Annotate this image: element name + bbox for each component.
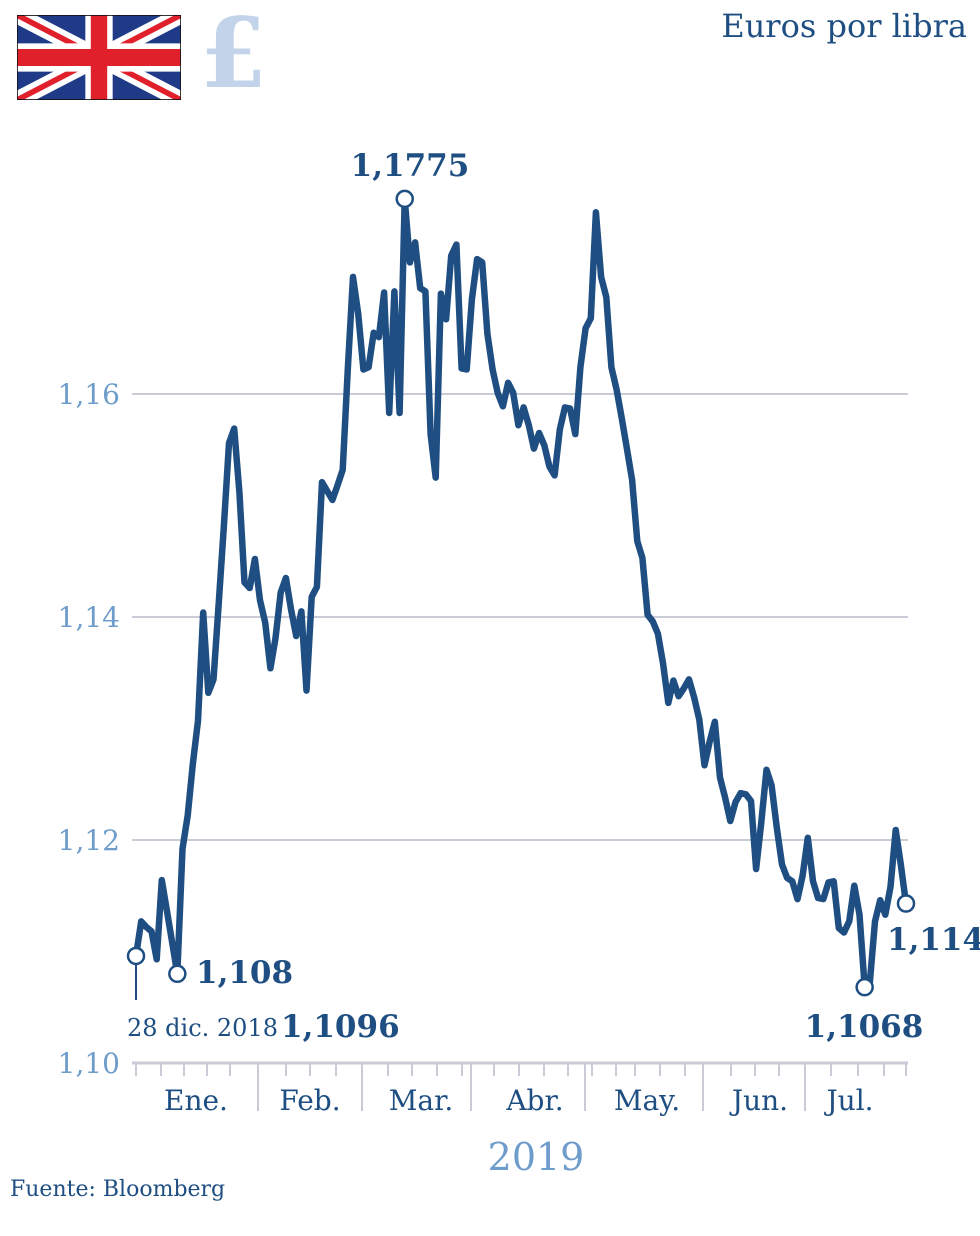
chart-subtitle: Euros por libra [721,7,967,45]
x-tick-label: Jun. [729,1084,788,1117]
x-tick-label: May. [614,1084,680,1117]
annotation-jan-low: 1,108 [196,955,293,991]
annotation-last: 1,1143 [887,922,980,958]
y-tick-label: 1,14 [58,601,120,634]
union-jack-flag-icon [17,15,181,100]
x-tick-label: Feb. [279,1084,340,1117]
point-marker [126,946,146,966]
x-tick-label: Mar. [389,1084,454,1117]
y-tick-label: 1,12 [58,824,120,857]
annotation-min: 1,1068 [805,1009,924,1045]
pound-sign-icon: £ [200,0,267,110]
annotation-start-value: 1,1096 [281,1009,400,1045]
x-axis: Ene. Feb. Mar. Abr. May. Jun. Jul. 2019 [132,1061,908,1179]
x-tick-label: Jul. [823,1084,873,1117]
annotation-layer: 28 dic. 2018 1,1096 1,108 1,1775 1,1068 1,114… [126,148,980,1045]
point-marker [168,964,187,984]
x-tick-label: Abr. [505,1084,563,1117]
annotation-max: 1,1775 [351,148,470,184]
point-marker [395,189,414,209]
point-marker [855,977,874,997]
series-layer [132,195,910,991]
series-line [132,195,910,991]
y-tick-label: 1,10 [58,1047,120,1080]
x-axis-label: 2019 [488,1135,585,1179]
grid-layer: 1,10 1,12 1,14 1,16 [58,378,908,1080]
x-tick-label: Ene. [164,1084,228,1117]
source-note: Fuente: Bloomberg [10,1177,226,1202]
point-marker [896,894,916,913]
y-tick-label: 1,16 [58,378,120,411]
annotation-date-label: 28 dic. 2018 [127,1014,278,1042]
